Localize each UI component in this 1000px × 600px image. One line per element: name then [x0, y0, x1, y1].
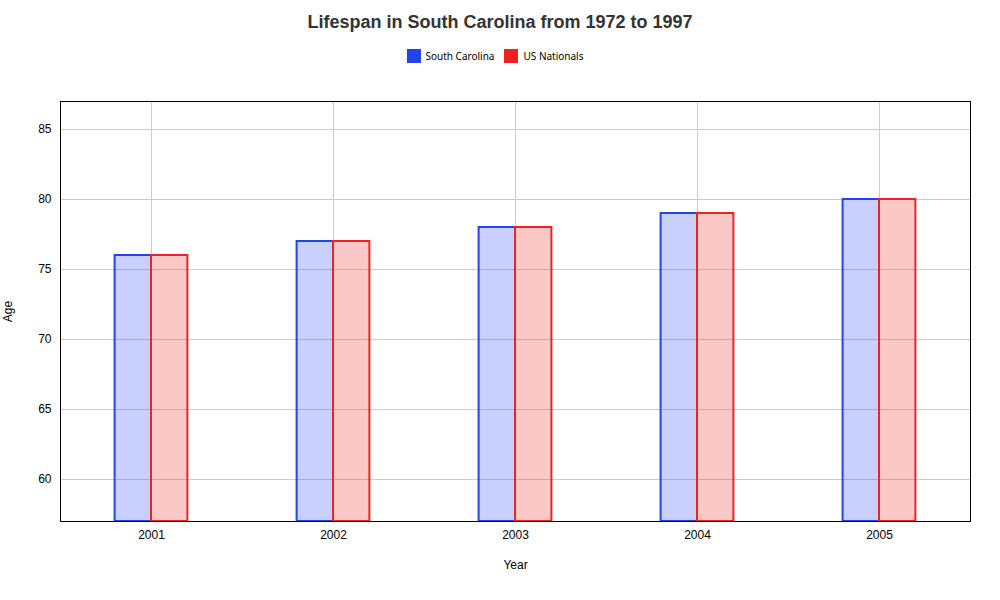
svg-text:80: 80 [38, 192, 52, 206]
html-text:Lifespan in South Carolina fro: Lifespan in South Carolina from 1972 to … [307, 12, 693, 32]
svg-text:Year: Year [503, 558, 527, 572]
svg-text:70: 70 [38, 332, 52, 346]
svg-text:75: 75 [38, 262, 52, 276]
svg-text:2002: 2002 [320, 528, 347, 542]
html-text:US Nationals: US Nationals [523, 48, 584, 63]
svg-text:65: 65 [38, 402, 52, 416]
html-text:South Carolina: South Carolina [425, 48, 495, 63]
svg-text:85: 85 [38, 122, 52, 136]
svg-text:2005: 2005 [866, 528, 893, 542]
svg-text:2003: 2003 [502, 528, 529, 542]
svg-text:2004: 2004 [684, 528, 711, 542]
svg-text:2001: 2001 [138, 528, 165, 542]
svg-text:60: 60 [38, 472, 52, 486]
svg-text:Age: Age [1, 301, 15, 323]
